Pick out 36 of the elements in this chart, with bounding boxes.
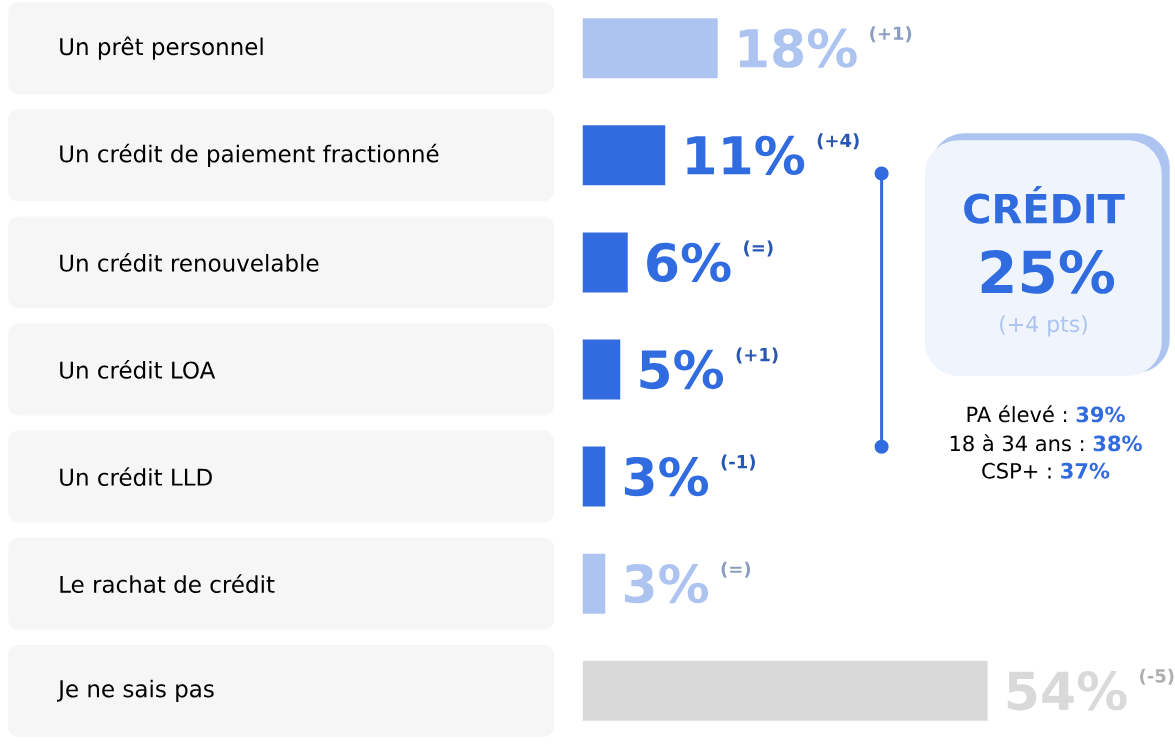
bar (582, 339, 621, 400)
y-tick-label: Un crédit renouvelable (60, 253, 319, 272)
y-tick-label: Je ne sais pas (56, 679, 214, 703)
y-tick-label: Un crédit LLD (60, 467, 212, 487)
annotation: (+4) (817, 133, 859, 150)
annotation: (=) (744, 240, 773, 257)
text: 38% (1093, 435, 1142, 452)
text: 39% (1076, 406, 1125, 423)
annotation: CSP+ : (982, 463, 1051, 479)
annotation: 18 à 34 ans : (950, 434, 1084, 452)
text: (-5) (1140, 668, 1174, 685)
annotation: CRÉDIT (964, 186, 1125, 224)
data-label: 11% (687, 135, 805, 176)
data-label: 6% (647, 242, 731, 283)
annotation: PA élevé : (967, 405, 1067, 423)
data-label: 3% (624, 564, 709, 604)
annotation: (=) (721, 561, 751, 578)
text: 37% (1061, 463, 1110, 479)
bar (582, 660, 988, 721)
bar (582, 125, 666, 186)
data-label: 18% (739, 28, 857, 69)
annotation: 25% (981, 250, 1115, 294)
text: (+4 pts) (1000, 315, 1087, 337)
bar (582, 18, 718, 79)
data-label: 3% (624, 457, 709, 497)
y-tick-label: Le rachat de crédit (60, 574, 275, 594)
y-tick-label: Un crédit de paiement fractionné (60, 143, 439, 168)
annotation: (-1) (721, 454, 755, 471)
bar (582, 446, 606, 507)
annotation: (+1) (736, 347, 778, 364)
data-label: 5% (640, 350, 724, 390)
bar (582, 232, 628, 293)
y-tick-label: Un prêt personnel (60, 36, 263, 60)
bar (582, 553, 606, 614)
annotation: (+1) (870, 26, 912, 43)
y-tick-label: Un crédit LOA (60, 360, 216, 379)
